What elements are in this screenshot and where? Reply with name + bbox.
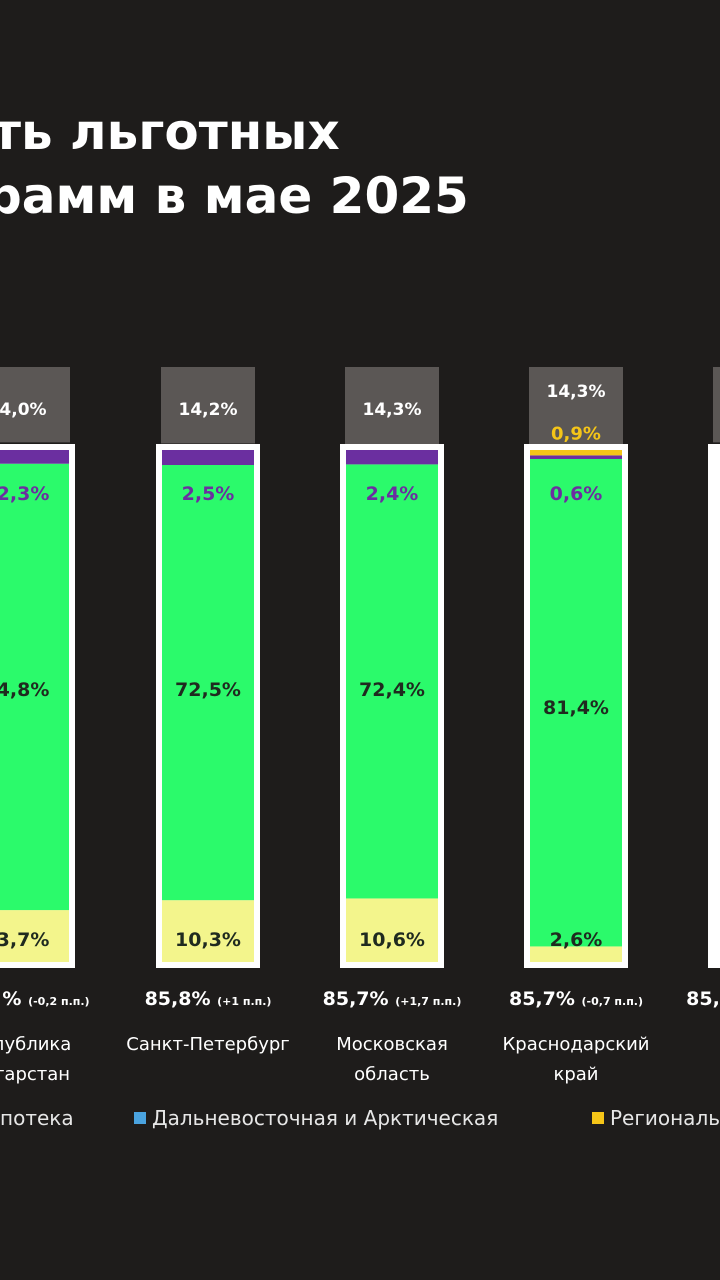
bar-segment-other-1 bbox=[0, 367, 70, 443]
title-line-1: ть льготных bbox=[0, 103, 340, 161]
bar-segment-other-5 bbox=[713, 367, 720, 443]
region-label-2: Санкт-Петербург bbox=[126, 1034, 290, 1055]
label-green-2: 72,5% bbox=[175, 679, 241, 701]
title-line-2: рамм в мае 2025 bbox=[0, 167, 469, 225]
label-other-2: 14,2% bbox=[179, 400, 238, 420]
label-purple-3: 2,4% bbox=[366, 483, 419, 505]
total-label-1: % (-0,2 п.п.) bbox=[2, 988, 90, 1010]
legend-item-3: Региональ bbox=[592, 1106, 720, 1130]
label-green-1: 4,8% bbox=[0, 679, 49, 701]
bar-segment-3-4 bbox=[530, 455, 622, 459]
legend-item-1: потека bbox=[0, 1106, 74, 1130]
label-purple-1: 2,3% bbox=[0, 483, 49, 505]
bar-segment-2-2 bbox=[162, 465, 254, 901]
bar-segment-4-4 bbox=[530, 450, 622, 456]
total-label-3: 85,7% (+1,7 п.п.) bbox=[322, 988, 462, 1010]
label-yellow-4: 2,6% bbox=[550, 929, 603, 951]
bar-segment-3-3 bbox=[346, 450, 438, 465]
legend-swatch-yellow bbox=[592, 1112, 604, 1124]
chart-title: ть льготных рамм в мае 2025 bbox=[0, 100, 469, 228]
label-purple-2: 2,5% bbox=[182, 483, 235, 505]
bar-segment-2-1 bbox=[0, 463, 69, 911]
legend-swatch-blue bbox=[134, 1112, 146, 1124]
bar-segment-1-1 bbox=[0, 910, 69, 962]
region-label-3: Московская область bbox=[336, 1034, 448, 1085]
label-regional-4: 0,9% bbox=[551, 424, 601, 445]
total-label-5: 85, bbox=[686, 988, 720, 1010]
label-other-4: 14,3% bbox=[547, 382, 606, 402]
label-yellow-1: 3,7% bbox=[0, 929, 49, 951]
region-label-4: Краснодарский край bbox=[502, 1034, 650, 1085]
bar-segment-2-4 bbox=[530, 458, 622, 947]
bar-segment-1-2 bbox=[162, 900, 254, 962]
label-other-3: 14,3% bbox=[363, 400, 422, 420]
bar-segment-other-3 bbox=[345, 367, 439, 444]
label-yellow-3: 10,6% bbox=[359, 929, 425, 951]
bar-segment-3-1 bbox=[0, 450, 69, 464]
bar-segment-other-2 bbox=[161, 367, 255, 444]
bar-frame-5 bbox=[708, 444, 720, 968]
bar-segment-1-4 bbox=[530, 946, 622, 962]
bar-segment-3-2 bbox=[162, 450, 254, 466]
legend-item-2: Дальневосточная и Арктическая bbox=[134, 1106, 498, 1130]
legend: потека Дальневосточная и Арктическая Рег… bbox=[0, 1106, 720, 1142]
total-label-2: 85,8% (+1 п.п.) bbox=[144, 988, 272, 1010]
region-labels: публика тарстан Санкт-Петербург Московска… bbox=[0, 1030, 720, 1090]
totals-row: % (-0,2 п.п.) 85,8% (+1 п.п.) 85,7% (+1,… bbox=[0, 988, 720, 1018]
label-green-3: 72,4% bbox=[359, 679, 425, 701]
bar-segment-1-3 bbox=[346, 898, 438, 962]
label-yellow-2: 10,3% bbox=[175, 929, 241, 951]
bar-segment-2-3 bbox=[346, 464, 438, 899]
label-green-4: 81,4% bbox=[543, 697, 609, 719]
label-purple-4: 0,6% bbox=[550, 483, 603, 505]
total-label-4: 85,7% (-0,7 п.п.) bbox=[508, 988, 644, 1010]
label-other-1: 4,0% bbox=[0, 400, 47, 420]
region-label-1: публика тарстан bbox=[0, 1034, 72, 1085]
bar-segment-other-4 bbox=[529, 367, 623, 444]
